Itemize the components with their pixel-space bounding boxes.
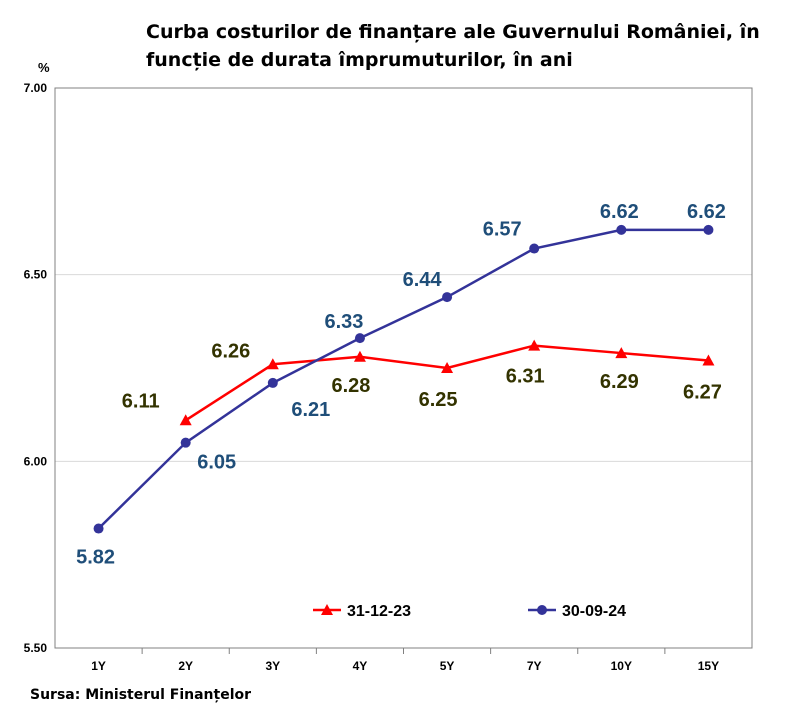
gridlines: [55, 274, 752, 462]
data-label: 6.62: [600, 201, 639, 223]
data-point: [267, 377, 278, 388]
data-label: 6.26: [211, 340, 250, 362]
data-point: [179, 414, 192, 426]
data-point: [93, 523, 104, 534]
x-tick-label: 7Y: [527, 659, 542, 673]
data-labels: 6.11 6.26 6.28 6.25 6.31 6.29 6.27 5.82 6.05 6.21…: [76, 201, 726, 569]
data-label: 6.31: [506, 366, 545, 388]
data-label: 6.27: [683, 382, 722, 404]
legend-label: 31-12-23: [347, 603, 411, 620]
data-label: 6.44: [403, 269, 443, 291]
y-axis-unit: %: [38, 60, 50, 75]
legend-label: 30-09-24: [562, 603, 626, 620]
data-label: 6.28: [331, 375, 370, 397]
chart-title: Curba costurilor de finanțare ale Guvern…: [146, 21, 760, 71]
data-point: [441, 362, 454, 373]
data-label: 6.62: [687, 201, 726, 223]
x-axis: 1Y 2Y 3Y 4Y 5Y 7Y 10Y 15Y: [91, 648, 719, 673]
data-point: [266, 358, 279, 370]
plot-frame: [54, 87, 753, 649]
data-label: 6.29: [600, 371, 639, 393]
legend-marker: [321, 604, 333, 615]
data-point: [528, 339, 541, 351]
data-point: [354, 333, 365, 344]
data-point: [615, 347, 628, 359]
series-group: [93, 224, 715, 534]
data-point: [529, 243, 540, 254]
data-point: [703, 224, 714, 235]
x-tick-label: 10Y: [611, 659, 632, 673]
data-point: [702, 354, 715, 366]
legend: 31-12-23 30-09-24: [313, 603, 626, 620]
x-tick-label: 2Y: [178, 659, 193, 673]
y-tick-label: 6.50: [24, 268, 48, 282]
data-point: [180, 437, 191, 448]
series-line: [97, 228, 709, 530]
data-point: [616, 224, 627, 235]
y-tick-label: 6.00: [24, 454, 48, 468]
data-label: 6.25: [419, 389, 458, 411]
source-note: Sursa: Ministerul Finanțelor: [30, 687, 252, 703]
x-tick-label: 15Y: [698, 659, 719, 673]
data-label: 6.11: [122, 390, 160, 412]
data-point: [442, 292, 453, 303]
y-tick-label: 5.50: [24, 641, 48, 655]
data-label: 6.05: [197, 452, 236, 474]
data-label: 6.57: [483, 219, 522, 241]
data-label: 6.33: [324, 311, 363, 333]
x-tick-label: 1Y: [91, 659, 106, 673]
x-tick-label: 3Y: [265, 659, 280, 673]
legend-marker: [537, 605, 547, 615]
y-axis: 5.50 6.00 6.50 7.00: [24, 81, 48, 655]
data-label: 6.21: [291, 399, 330, 421]
data-point: [353, 350, 366, 362]
x-tick-label: 4Y: [353, 659, 368, 673]
data-label: 5.82: [76, 547, 115, 569]
y-tick-label: 7.00: [24, 81, 48, 95]
x-tick-label: 5Y: [440, 659, 455, 673]
